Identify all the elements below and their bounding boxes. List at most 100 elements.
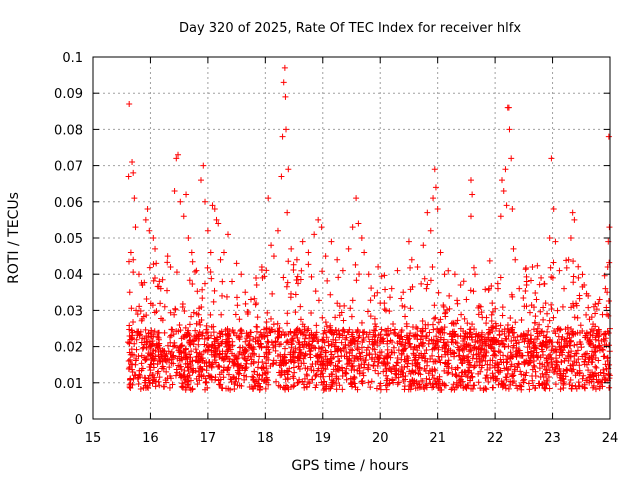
data-point — [230, 373, 237, 380]
data-point — [312, 372, 319, 379]
data-point — [218, 328, 225, 335]
data-point — [437, 359, 444, 366]
data-point — [414, 380, 421, 387]
data-point — [520, 379, 527, 386]
data-point — [291, 330, 298, 337]
data-point — [469, 355, 476, 362]
data-point — [371, 315, 378, 322]
data-point — [353, 195, 360, 202]
data-point — [330, 378, 337, 385]
data-point — [446, 292, 453, 299]
data-point — [367, 297, 374, 304]
data-point — [576, 362, 583, 369]
data-point — [253, 275, 260, 282]
data-point — [184, 360, 191, 367]
data-point — [182, 386, 189, 393]
data-point — [532, 289, 539, 296]
data-point — [155, 334, 162, 341]
data-point — [482, 375, 489, 382]
data-point — [242, 356, 249, 363]
data-point — [144, 206, 151, 213]
data-point — [383, 377, 390, 384]
data-point — [389, 349, 396, 356]
y-tick-label: 0.02 — [54, 341, 83, 356]
data-point — [225, 371, 232, 378]
data-point — [277, 372, 284, 379]
data-point — [176, 322, 183, 329]
data-point — [126, 289, 133, 296]
data-point — [485, 287, 492, 294]
data-point — [371, 358, 378, 365]
data-point — [263, 379, 270, 386]
data-point — [402, 313, 409, 320]
data-point — [505, 104, 512, 111]
data-point — [586, 379, 593, 386]
data-point — [570, 258, 577, 265]
data-point — [334, 256, 341, 263]
data-point — [536, 321, 543, 328]
data-point — [539, 381, 546, 388]
data-point — [484, 361, 491, 368]
data-point — [137, 308, 144, 315]
data-point — [515, 360, 522, 367]
data-point — [525, 337, 532, 344]
data-point — [444, 370, 451, 377]
data-point — [186, 321, 193, 328]
data-point — [596, 296, 603, 303]
data-point — [513, 382, 520, 389]
data-point — [202, 198, 209, 205]
data-point — [366, 338, 373, 345]
data-point — [431, 302, 438, 309]
data-point — [493, 323, 500, 330]
data-point — [341, 302, 348, 309]
data-point — [313, 333, 320, 340]
data-point — [246, 384, 253, 391]
data-point — [355, 220, 362, 227]
data-point — [202, 347, 209, 354]
data-point — [328, 383, 335, 390]
data-point — [535, 354, 542, 361]
data-point — [354, 386, 361, 393]
data-point — [199, 295, 206, 302]
data-point — [328, 340, 335, 347]
data-point — [586, 336, 593, 343]
data-point — [301, 328, 308, 335]
data-point — [549, 343, 556, 350]
data-point — [142, 385, 149, 392]
data-point — [341, 328, 348, 335]
data-point — [571, 342, 578, 349]
data-point — [199, 332, 206, 339]
data-point — [318, 348, 325, 355]
data-point — [360, 357, 367, 364]
data-point — [269, 327, 276, 334]
data-point — [557, 347, 564, 354]
data-point — [291, 329, 298, 336]
data-point — [144, 383, 151, 390]
data-point — [147, 379, 154, 386]
data-point — [547, 264, 554, 271]
data-point — [250, 385, 257, 392]
data-point — [217, 351, 224, 358]
data-point — [313, 382, 320, 389]
data-point — [218, 311, 225, 318]
data-point — [536, 330, 543, 337]
data-point — [344, 329, 351, 336]
data-point — [269, 290, 276, 297]
data-point — [469, 336, 476, 343]
data-point — [567, 353, 574, 360]
data-point — [504, 358, 511, 365]
data-point — [571, 358, 578, 365]
data-point — [480, 385, 487, 392]
data-point — [432, 378, 439, 385]
data-point — [451, 271, 458, 278]
data-point — [593, 364, 600, 371]
x-tick-labels: 15 16 17 18 19 20 21 22 23 24 — [85, 431, 619, 446]
data-point — [223, 293, 230, 300]
data-point — [387, 337, 394, 344]
data-point — [392, 331, 399, 338]
data-point — [204, 264, 211, 271]
data-point — [588, 326, 595, 333]
data-point — [548, 361, 555, 368]
data-point — [292, 291, 299, 298]
y-tick-label: 0.09 — [54, 87, 83, 102]
